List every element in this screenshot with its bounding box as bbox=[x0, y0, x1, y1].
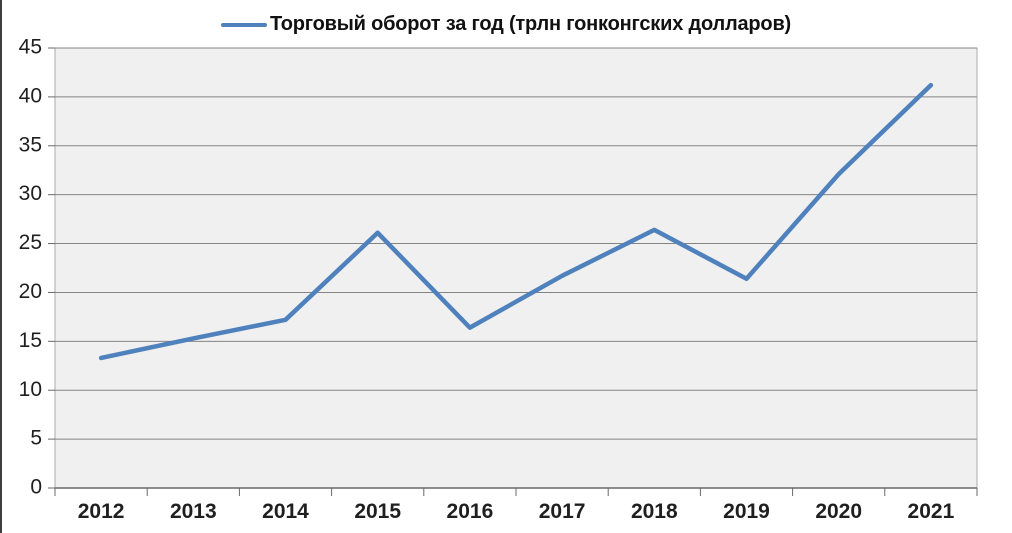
x-axis-category-label: 2019 bbox=[723, 500, 770, 523]
x-axis-category-label: 2014 bbox=[262, 500, 309, 523]
plot-area bbox=[54, 47, 978, 489]
y-axis-tick-label: 5 bbox=[30, 427, 42, 450]
y-axis-tick-label: 0 bbox=[30, 476, 42, 499]
x-axis-category-label: 2013 bbox=[170, 500, 217, 523]
x-axis-category-label: 2021 bbox=[908, 500, 955, 523]
y-axis-tick-label: 45 bbox=[19, 36, 42, 59]
y-axis-tick-label: 30 bbox=[19, 182, 42, 205]
left-edge-border bbox=[0, 0, 2, 533]
y-axis-tick-label: 10 bbox=[19, 378, 42, 401]
x-axis-category-label: 2015 bbox=[354, 500, 401, 523]
x-axis-category-label: 2016 bbox=[447, 500, 494, 523]
x-axis-category-label: 2020 bbox=[815, 500, 862, 523]
y-axis-tick-label: 25 bbox=[19, 231, 42, 254]
y-axis-tick-label: 40 bbox=[19, 84, 42, 107]
y-axis-tick-label: 15 bbox=[19, 329, 42, 352]
y-axis-tick-label: 20 bbox=[19, 280, 42, 303]
legend-line-marker bbox=[220, 22, 267, 27]
y-axis-tick-label: 35 bbox=[19, 133, 42, 156]
legend: Торговый оборот за год (трлн гонконгских… bbox=[0, 13, 1012, 36]
series-line-trade-turnover bbox=[98, 82, 934, 361]
x-axis-category-label: 2018 bbox=[631, 500, 678, 523]
legend-series-label: Торговый оборот за год (трлн гонконгских… bbox=[269, 13, 792, 35]
x-axis-category-label: 2017 bbox=[539, 500, 586, 523]
x-axis-category-label: 2012 bbox=[78, 500, 125, 523]
